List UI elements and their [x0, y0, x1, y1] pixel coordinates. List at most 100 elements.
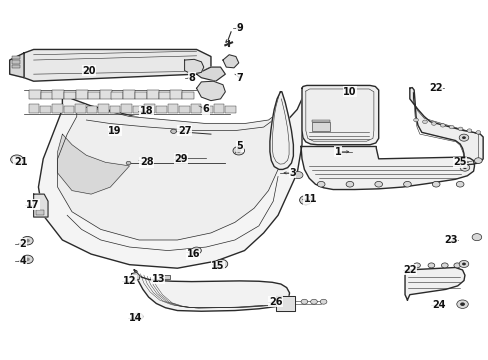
Text: 5: 5: [236, 141, 243, 152]
Bar: [64, 92, 76, 99]
Bar: [156, 106, 166, 113]
Text: 11: 11: [303, 194, 317, 204]
Circle shape: [422, 120, 427, 123]
Text: 6: 6: [203, 104, 209, 114]
Circle shape: [459, 302, 464, 306]
Text: 1: 1: [334, 147, 341, 157]
Circle shape: [471, 234, 481, 241]
Polygon shape: [409, 87, 482, 165]
Bar: [12, 56, 20, 59]
Text: 22: 22: [402, 265, 416, 275]
Bar: [135, 92, 147, 99]
Text: 24: 24: [431, 300, 445, 310]
Circle shape: [215, 259, 227, 269]
Bar: [121, 104, 132, 113]
Bar: [311, 120, 329, 122]
Circle shape: [461, 136, 465, 139]
Text: 8: 8: [188, 73, 195, 83]
Text: 25: 25: [452, 157, 466, 167]
Polygon shape: [196, 67, 225, 81]
Text: 15: 15: [211, 261, 224, 271]
Circle shape: [413, 118, 418, 122]
Bar: [36, 210, 44, 215]
Text: 4: 4: [20, 256, 26, 266]
Bar: [109, 106, 120, 113]
Circle shape: [133, 313, 142, 320]
Circle shape: [301, 299, 307, 304]
Bar: [175, 156, 185, 160]
Circle shape: [236, 149, 241, 153]
Polygon shape: [404, 267, 464, 300]
Text: 26: 26: [268, 297, 282, 307]
Circle shape: [403, 181, 410, 187]
Bar: [167, 104, 178, 113]
Circle shape: [293, 171, 303, 179]
Bar: [170, 90, 182, 99]
Circle shape: [427, 263, 434, 268]
Polygon shape: [24, 49, 210, 81]
Text: 18: 18: [139, 106, 153, 116]
Circle shape: [317, 181, 325, 187]
Circle shape: [232, 147, 244, 155]
Bar: [213, 104, 224, 113]
Circle shape: [441, 263, 447, 268]
FancyArrowPatch shape: [225, 40, 228, 42]
Polygon shape: [58, 106, 282, 240]
Text: 21: 21: [14, 157, 27, 167]
Circle shape: [458, 134, 468, 141]
Circle shape: [466, 129, 471, 132]
Text: 19: 19: [108, 126, 122, 136]
Polygon shape: [134, 270, 289, 311]
Text: 7: 7: [236, 73, 243, 83]
Circle shape: [458, 260, 468, 267]
Bar: [144, 104, 155, 113]
Bar: [52, 90, 64, 99]
Circle shape: [456, 300, 468, 309]
Bar: [98, 104, 108, 113]
Bar: [29, 90, 41, 99]
Circle shape: [11, 155, 23, 164]
Circle shape: [459, 164, 469, 171]
Text: 14: 14: [129, 312, 142, 323]
Circle shape: [346, 181, 353, 187]
Bar: [190, 104, 201, 113]
Bar: [12, 65, 20, 68]
Bar: [159, 275, 169, 279]
Circle shape: [303, 198, 308, 202]
Circle shape: [475, 131, 480, 134]
Text: 13: 13: [151, 274, 164, 284]
Circle shape: [310, 299, 317, 304]
Bar: [202, 106, 212, 113]
Text: 22: 22: [428, 83, 442, 93]
Circle shape: [218, 262, 224, 266]
Circle shape: [431, 181, 439, 187]
Bar: [158, 92, 170, 99]
Bar: [12, 60, 20, 64]
Circle shape: [191, 247, 201, 254]
Polygon shape: [184, 59, 203, 74]
Bar: [179, 106, 189, 113]
Polygon shape: [58, 134, 129, 194]
Text: 9: 9: [236, 23, 243, 33]
Text: 16: 16: [186, 249, 200, 259]
Bar: [63, 106, 74, 113]
Bar: [88, 92, 100, 99]
Polygon shape: [10, 53, 24, 78]
Circle shape: [440, 123, 444, 127]
Text: 27: 27: [178, 126, 191, 136]
Text: 3: 3: [288, 168, 295, 178]
Polygon shape: [223, 55, 238, 68]
Polygon shape: [39, 92, 302, 268]
Bar: [311, 122, 329, 131]
Polygon shape: [302, 85, 378, 145]
Bar: [86, 106, 97, 113]
Circle shape: [320, 299, 326, 304]
Circle shape: [126, 161, 131, 165]
Text: 10: 10: [343, 87, 356, 97]
Circle shape: [473, 158, 481, 163]
Polygon shape: [301, 147, 473, 189]
Circle shape: [374, 181, 382, 187]
Bar: [29, 104, 40, 113]
Bar: [111, 92, 123, 99]
Bar: [41, 92, 53, 99]
